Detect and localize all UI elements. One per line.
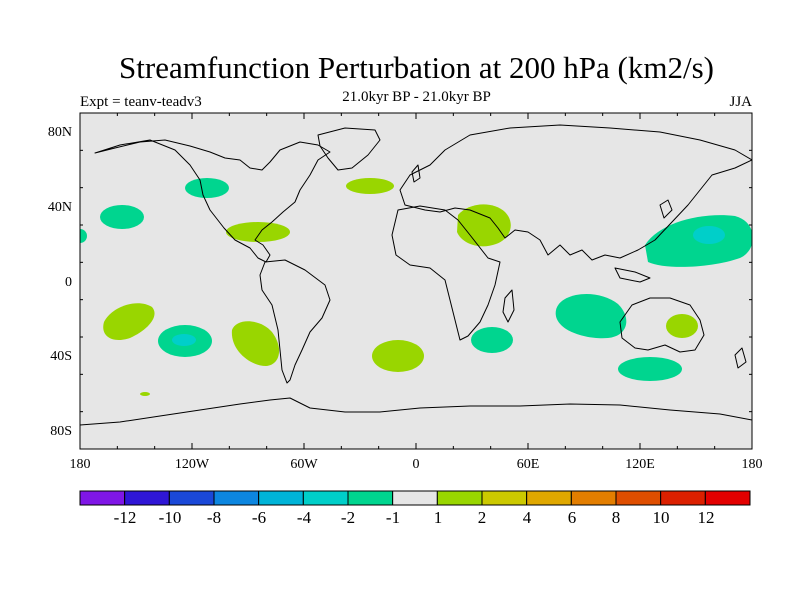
map-subtitle: 21.0kyr BP - 21.0kyr BP	[342, 89, 491, 105]
colorbar-label: -1	[386, 508, 400, 527]
lon-tick-label: 60E	[517, 457, 540, 472]
colorbar-label: -8	[207, 508, 221, 527]
colorbar-label: -10	[159, 508, 182, 527]
colorbar-swatch	[481, 490, 528, 506]
lat-tick-label: 40S	[50, 349, 72, 364]
coast-south-america	[259, 259, 331, 384]
experiment-label: Expt = teanv-teadv3	[80, 94, 202, 110]
colorbar-swatch	[660, 490, 706, 506]
coast-antarctica	[80, 397, 752, 426]
colorbar-label: -2	[341, 508, 355, 527]
blob-indian-ocean-negative	[555, 293, 627, 339]
coast-greenland	[317, 127, 381, 171]
lon-tick-label: 0	[413, 457, 420, 472]
latitude-labels: 80N 40N 0 40S 80S	[48, 125, 72, 439]
colorbar-labels: -12 -10 -8 -6 -4 -2 -1 1 2 4 6 8 10 12	[114, 508, 715, 527]
map-title: Streamfunction Perturbation at 200 hPa (…	[119, 50, 714, 85]
colorbar-label: 1	[434, 508, 443, 527]
colorbar-swatch	[570, 490, 617, 506]
blob-north-pacific-negative	[100, 205, 144, 229]
coast-indonesia	[614, 267, 651, 283]
lat-tick-label: 0	[65, 275, 72, 290]
longitude-labels: 180 120W 60W 0 60E 120E 180	[70, 457, 763, 472]
colorbar-label: -4	[297, 508, 312, 527]
colorbar-swatch	[526, 490, 572, 506]
coast-madagascar	[502, 289, 515, 323]
colorbar-label: 2	[478, 508, 487, 527]
blob-south-pacific-west-positive	[103, 303, 155, 341]
colorbar-label: 6	[568, 508, 577, 527]
coast-uk	[411, 164, 421, 183]
colorbar-swatch	[302, 490, 349, 506]
colorbar-swatch	[704, 490, 751, 506]
blob-south-africa-negative	[471, 327, 513, 353]
colorbar-swatch	[436, 490, 483, 506]
colorbar-label: 10	[653, 508, 670, 527]
blob-north-atlantic-positive	[346, 178, 394, 194]
colorbar-swatch	[168, 490, 215, 506]
lon-tick-label: 180	[70, 457, 91, 472]
map-ocean-background	[80, 113, 752, 449]
lon-tick-label: 120W	[175, 457, 210, 472]
colorbar-label: 4	[523, 508, 532, 527]
lat-tick-label: 40N	[48, 200, 72, 215]
lon-tick-label: 180	[742, 457, 763, 472]
blob-north-pacific-edge-negative	[80, 229, 87, 243]
blob-south-atlantic-positive	[372, 340, 424, 372]
lat-tick-label: 80N	[48, 125, 72, 140]
blob-west-pacific-core	[693, 226, 725, 244]
colorbar	[79, 490, 751, 506]
lon-tick-label: 120E	[625, 457, 655, 472]
blob-australia-positive	[666, 314, 698, 338]
coast-eurasia	[399, 124, 752, 261]
colorbar-swatch	[213, 490, 260, 506]
coast-north-america	[94, 139, 331, 263]
blob-middle-east-positive	[457, 204, 511, 247]
colorbar-swatch	[258, 490, 304, 506]
coastlines	[80, 124, 752, 426]
coast-japan	[659, 199, 673, 219]
season-label: JJA	[729, 94, 752, 110]
colorbar-swatch	[347, 490, 394, 506]
colorbar-swatch	[79, 490, 126, 506]
colorbar-label: 12	[698, 508, 715, 527]
map-ticks	[79, 112, 753, 450]
colorbar-swatch	[124, 490, 170, 506]
blob-north-america-negative	[185, 178, 229, 198]
lat-tick-label: 80S	[50, 424, 72, 439]
colorbar-swatch	[615, 490, 662, 506]
colorbar-label: 8	[612, 508, 621, 527]
colorbar-label: -6	[252, 508, 266, 527]
coast-australia	[619, 297, 705, 353]
colorbar-label: -12	[114, 508, 137, 527]
colorbar-swatch	[392, 490, 438, 506]
blob-caribbean-positive	[226, 222, 290, 242]
lon-tick-label: 60W	[290, 457, 318, 472]
coast-africa	[391, 205, 501, 341]
blob-south-pacific-east-positive	[231, 321, 280, 366]
blob-southern-small-positive	[140, 392, 150, 396]
blob-south-pacific-core	[172, 334, 196, 346]
blob-south-of-australia-negative	[618, 357, 682, 381]
coast-new-zealand	[734, 347, 747, 369]
